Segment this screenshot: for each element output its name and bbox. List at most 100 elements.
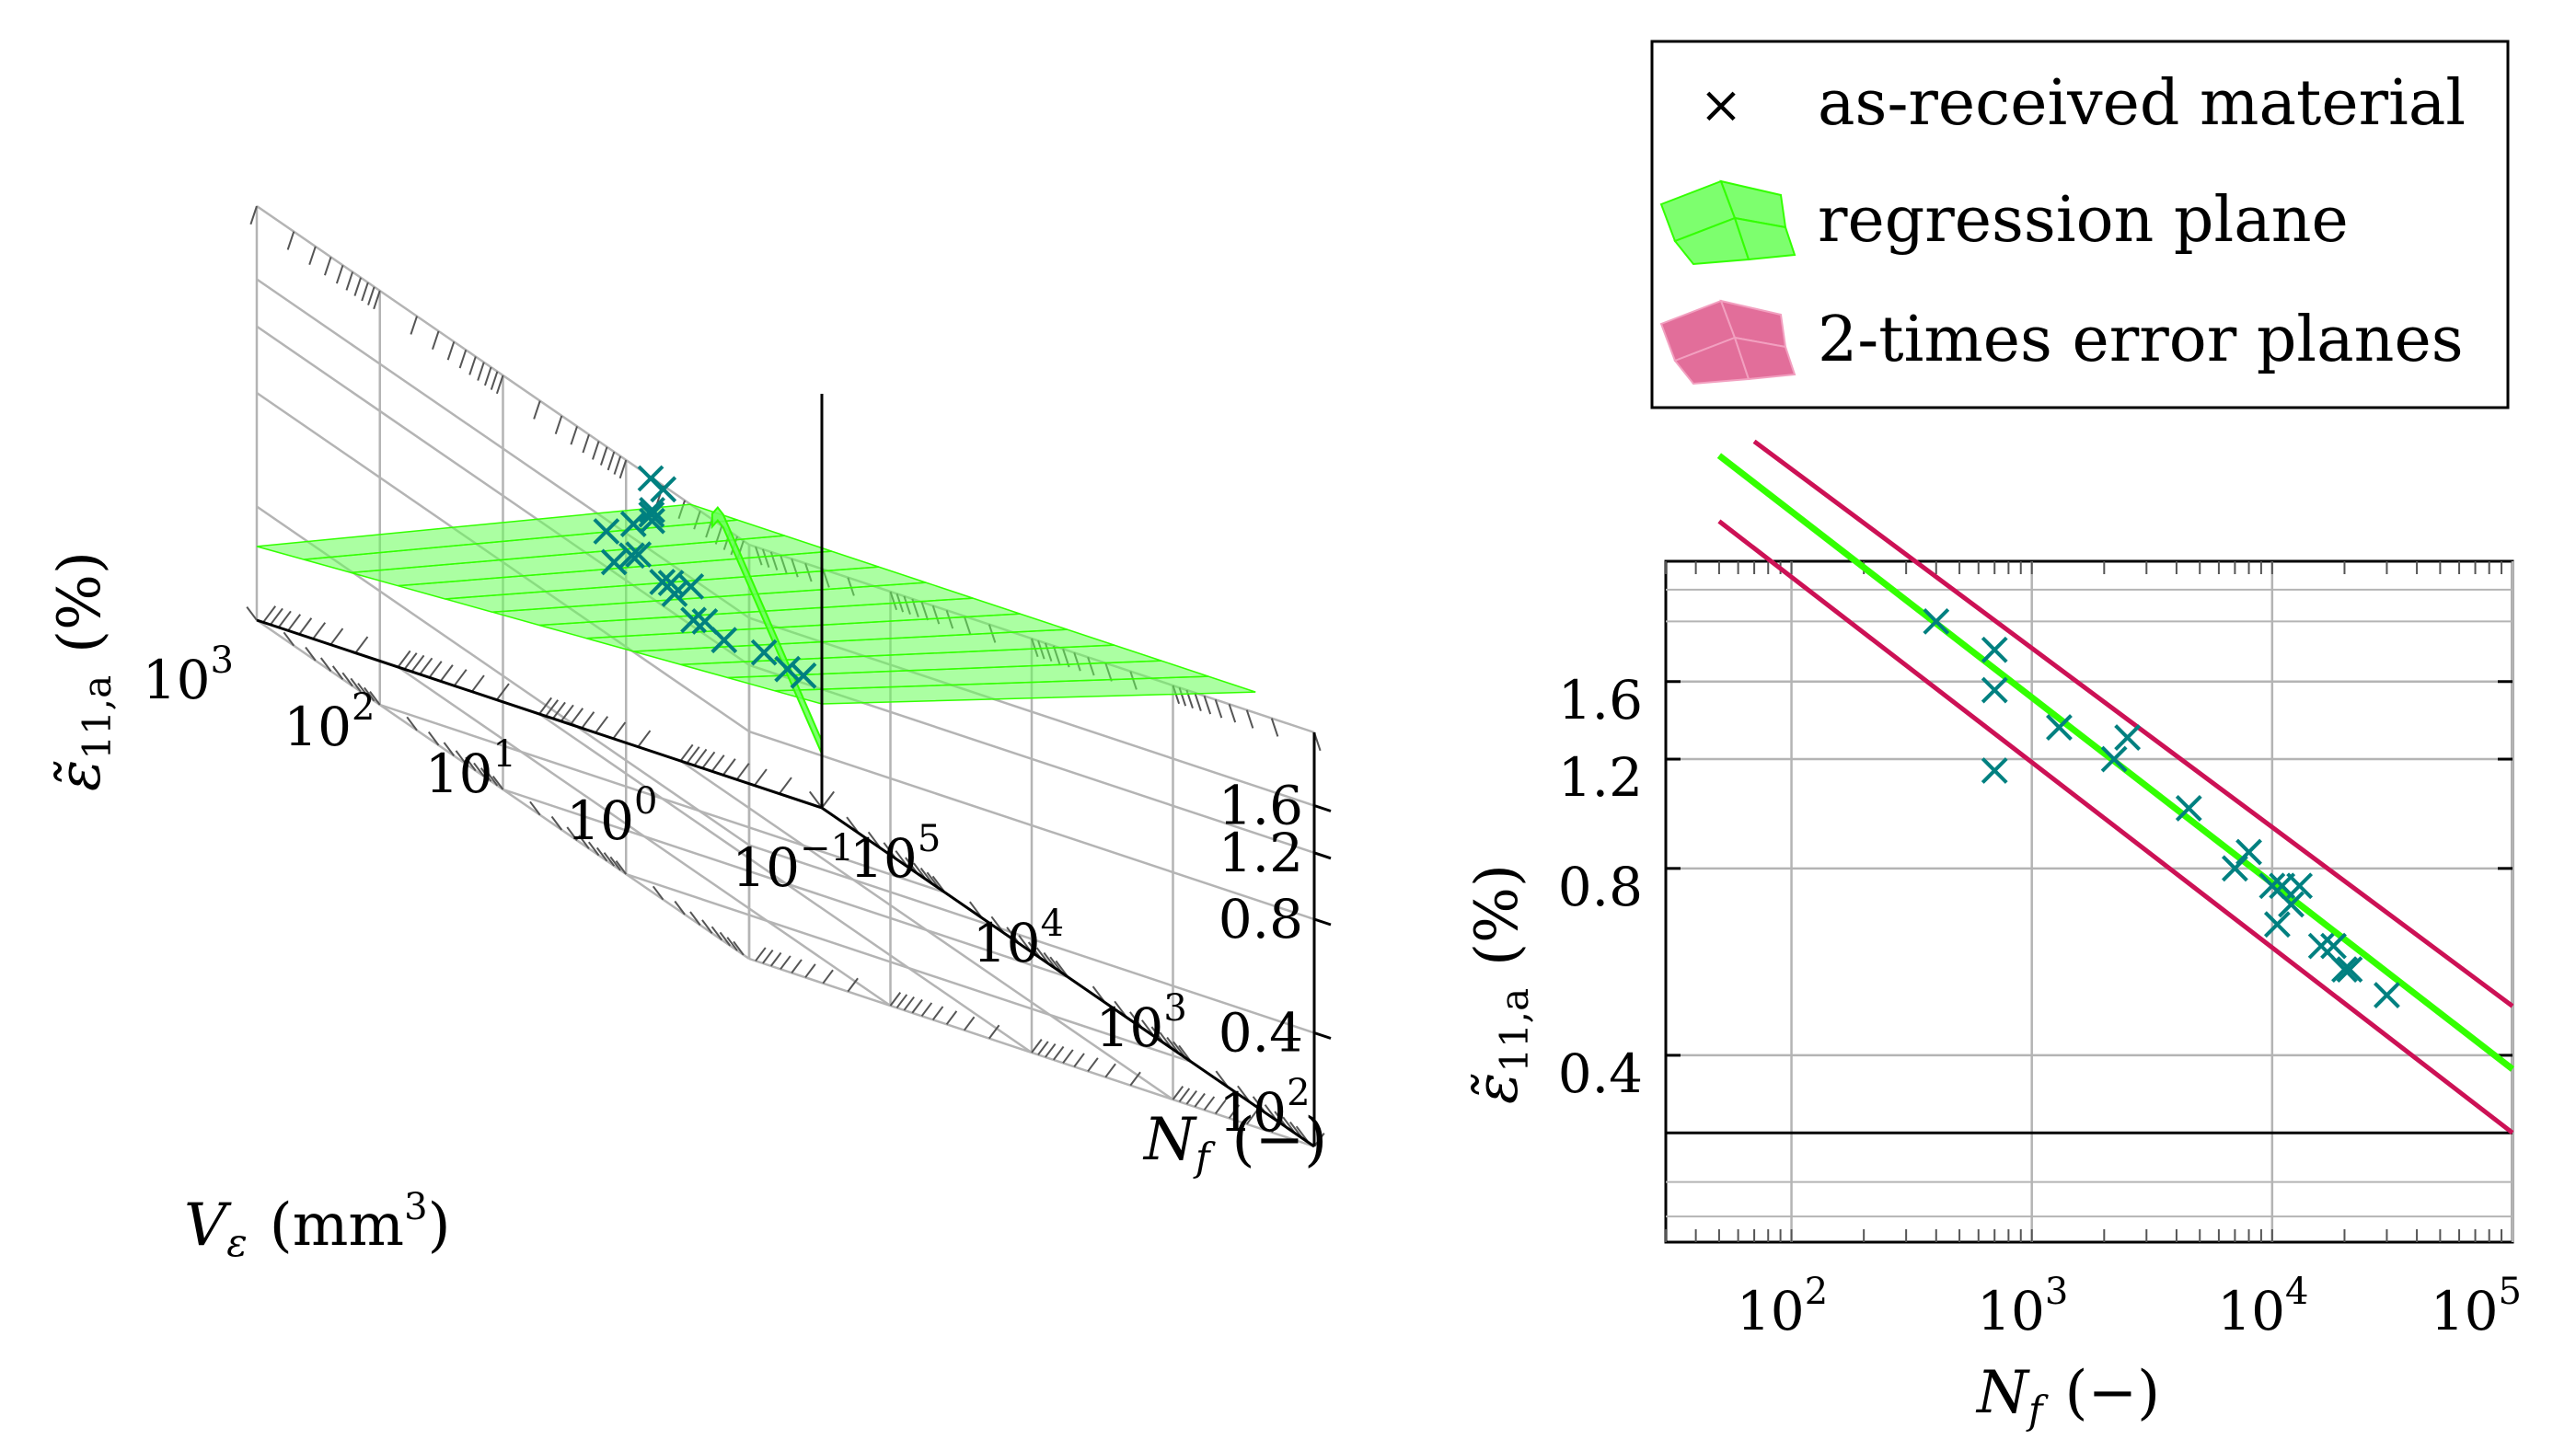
tick-labels-2d: 102 103 104 105 0.4 0.8 1.2 1.6 [1558, 669, 2522, 1342]
data-points-2d [1923, 607, 2400, 1008]
marker-stroke [2114, 724, 2142, 752]
minor-tick [1203, 695, 1212, 715]
legend-label: 2-times error planes [1818, 304, 2464, 376]
marker-stroke [638, 501, 665, 528]
x-tick-label-3d: 103 [143, 639, 234, 711]
minor-tick [821, 790, 836, 809]
minor-tick [778, 777, 792, 795]
minor-tick [538, 697, 553, 715]
marker-stroke [2235, 838, 2262, 866]
x-tick-label-3d: 102 [283, 686, 375, 758]
marker-stroke [2258, 872, 2286, 900]
minor-tick [581, 711, 595, 729]
minor-tick [335, 264, 344, 284]
wall-gridline [748, 844, 1315, 1034]
swatch-patch [1733, 336, 1796, 381]
legend-item-as-received: × as-received material [1700, 67, 2466, 140]
marker-stroke [691, 608, 719, 635]
z-tick-label-3d: 0.8 [1219, 888, 1303, 950]
x-tick-label-2d: 105 [2431, 1271, 2522, 1342]
x-tick-label-3d: 100 [566, 780, 657, 852]
y-tick-label-3d: 103 [1096, 987, 1187, 1059]
minor-tick [1313, 1132, 1325, 1147]
minor-tick [753, 768, 768, 787]
minor-tick [963, 1016, 976, 1031]
y-tick-label-3d: 104 [973, 903, 1064, 974]
legend-marker-icon: × [1700, 75, 1743, 135]
marker-stroke [2278, 891, 2305, 918]
minor-tick [612, 721, 627, 740]
minor-tick [262, 605, 277, 623]
marker-stroke [677, 572, 705, 600]
minor-tick [822, 969, 834, 985]
minor-tick [495, 683, 510, 701]
y-axis-label-2d: ε̃11,a(%) [1463, 864, 1537, 1104]
minor-tick [701, 751, 716, 769]
minor-tick [455, 750, 468, 765]
marker-stroke [2100, 745, 2128, 773]
minor-tick [298, 617, 313, 635]
data-point-2d [2046, 714, 2073, 741]
minor-tick [473, 762, 485, 777]
marker-stroke [649, 569, 676, 595]
regression-lines-2d [1716, 439, 2515, 1135]
minor-tick [1172, 1085, 1184, 1100]
minor-tick [1270, 718, 1279, 737]
x-tick-label-2d: 102 [1737, 1271, 1828, 1342]
z-tick [1313, 917, 1332, 927]
minor-tick [470, 674, 485, 693]
swatch-patch [1733, 216, 1796, 261]
legend-label: regression plane [1818, 184, 2349, 257]
minor-tick [419, 657, 433, 675]
minor-tick [490, 371, 499, 390]
minor-tick [550, 815, 563, 831]
minor-tick [545, 699, 560, 717]
minor-tick [606, 451, 616, 471]
minor-tick [432, 330, 440, 351]
marker-stroke [593, 518, 620, 545]
marker-stroke [790, 662, 817, 689]
z-tick [1313, 804, 1332, 812]
data-point-3d [661, 581, 688, 607]
minor-tick [895, 994, 908, 1008]
minor-tick [679, 743, 694, 762]
minor-tick [791, 959, 803, 973]
minor-tick [477, 362, 485, 381]
marker-stroke [2307, 932, 2335, 960]
minor-tick [1185, 1089, 1197, 1105]
marker-stroke [1981, 757, 2008, 784]
minor-tick [483, 366, 492, 386]
data-point-2d [2278, 891, 2305, 918]
tick-labels-3d: 10−1 100 101 102 103 102 103 104 105 0.4 0.81.21.6 [143, 639, 1311, 1144]
data-point-3d [638, 501, 665, 528]
floor-gridline [379, 703, 946, 894]
x-axis-line [256, 618, 823, 810]
minor-tick [270, 607, 283, 626]
minor-tick [367, 286, 375, 305]
minor-tick [354, 636, 369, 654]
marker-stroke [2175, 795, 2202, 822]
marker-stroke [680, 606, 707, 634]
error-line [1752, 439, 2514, 1008]
minor-tick [674, 900, 686, 916]
minor-tick [726, 937, 738, 951]
x-tick-label-3d: 101 [425, 733, 516, 805]
minor-tick [1104, 1063, 1116, 1078]
minor-tick [1214, 1100, 1227, 1114]
data-point-3d [600, 548, 628, 576]
minor-tick [911, 998, 923, 1014]
minor-tick [755, 947, 767, 962]
minor-tick [1245, 709, 1254, 729]
z-tick-label-3d: 1.6 [1219, 775, 1303, 837]
minor-tick [350, 677, 362, 693]
plot-3d: 10−1 100 101 102 103 102 103 104 105 0.4 0.81.21.6… [46, 204, 1332, 1265]
y-tick-label-2d: 0.4 [1558, 1042, 1643, 1105]
x-tick-label-2d: 104 [2217, 1271, 2308, 1342]
minor-tick [533, 400, 541, 420]
minor-tick [1087, 1057, 1099, 1072]
minor-tick [357, 683, 369, 697]
marker-stroke [650, 476, 677, 503]
data-point-2d [2331, 956, 2358, 984]
minor-tick [369, 690, 381, 706]
marker-stroke [639, 496, 665, 524]
